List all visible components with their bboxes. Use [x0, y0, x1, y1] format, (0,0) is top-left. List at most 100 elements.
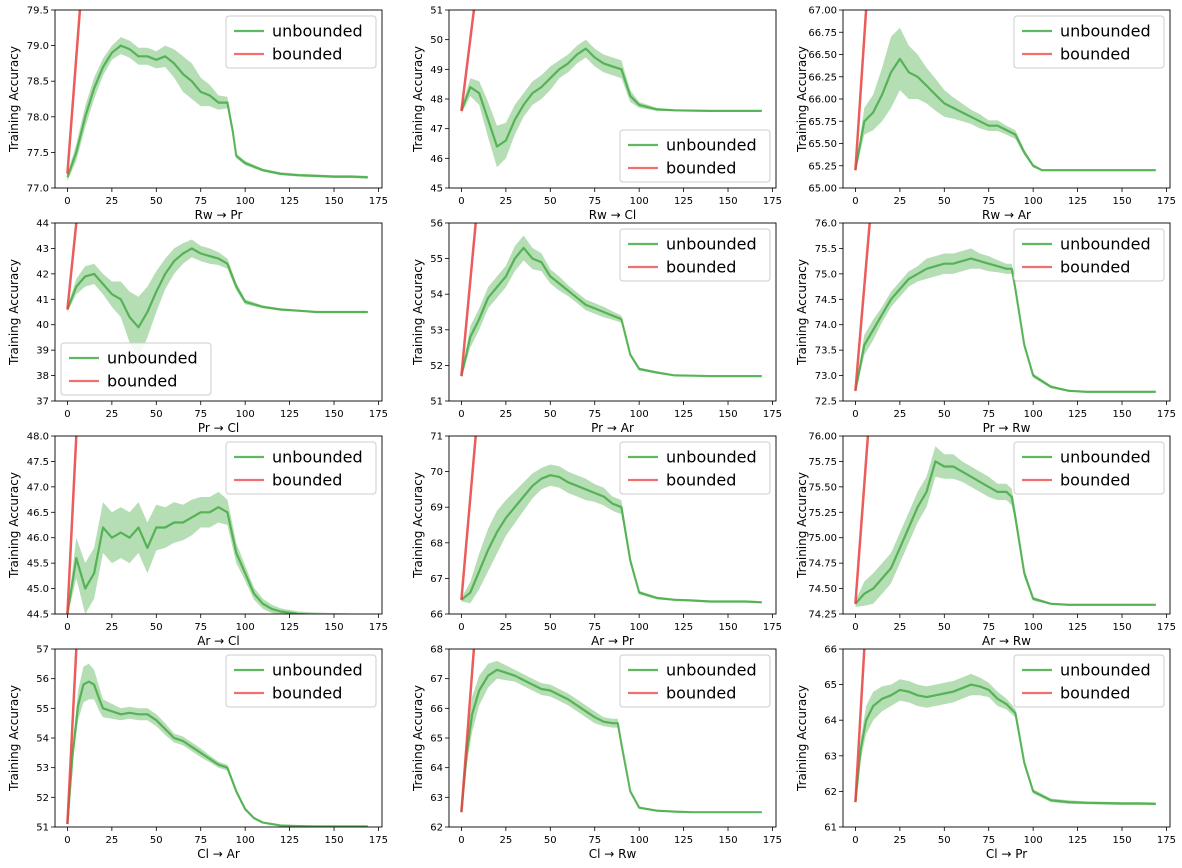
axes-frame [54, 9, 383, 189]
x-tick-label: 0 [852, 196, 858, 207]
unbounded-band [855, 673, 1156, 806]
y-tick-label: 44 [36, 219, 49, 230]
bounded-line [460, 10, 476, 112]
legend-label-bounded: bounded [1060, 258, 1130, 277]
legend-label-bounded: bounded [1060, 45, 1130, 64]
y-tick-label: 38 [36, 371, 49, 382]
x-tick-label: 150 [1112, 622, 1131, 633]
y-tick-label: 53 [36, 763, 49, 774]
x-tick-label: 25 [106, 196, 119, 207]
y-tick-label: 63 [824, 751, 837, 762]
x-tick-label: 125 [674, 622, 693, 633]
x-tick-label: 25 [106, 622, 119, 633]
y-tick-label: 44.5 [27, 610, 49, 621]
x-tick-label: 50 [544, 409, 557, 420]
x-tick-label: 0 [64, 409, 70, 420]
y-tick-label: 64 [824, 716, 837, 727]
y-tick-label: 52 [430, 361, 443, 372]
x-tick-label: 100 [630, 196, 649, 207]
y-tick-label: 67.00 [808, 6, 837, 17]
y-tick-label: 61 [824, 823, 837, 834]
y-tick-label: 66 [430, 610, 443, 621]
y-tick-label: 56 [36, 674, 49, 685]
y-tick-label: 64 [430, 763, 443, 774]
x-tick-label: 100 [1024, 835, 1043, 846]
y-axis-label: Training Accuracy [795, 259, 809, 366]
subplot-1: 0 25 50 75 100 125 150 175 77.0 77.5 78.0 78.5 79.0 7… [7, 6, 388, 223]
x-tick-label: 0 [458, 835, 464, 846]
y-tick-label: 55 [430, 254, 443, 265]
unbounded-line [66, 506, 320, 614]
y-tick-label: 78.0 [27, 112, 49, 123]
y-tick-label: 57 [36, 645, 49, 656]
plot-area [460, 436, 762, 604]
x-tick-label: 75 [982, 196, 995, 207]
y-tick-label: 79.0 [27, 41, 49, 52]
x-tick-label: 150 [324, 409, 343, 420]
y-axis-label: Training Accuracy [7, 46, 21, 153]
y-tick-label: 37 [36, 397, 49, 408]
y-tick-label: 66 [824, 645, 837, 656]
subplot-5: 0 25 50 75 100 125 150 175 51 52 53 54 55 56 Pr → Ar Tr… [411, 219, 782, 436]
y-tick-label: 46 [430, 154, 443, 165]
x-tick-label: 125 [674, 835, 693, 846]
y-tick-label: 45 [430, 184, 443, 195]
x-tick-label: 175 [1157, 622, 1176, 633]
x-tick-label: 150 [718, 196, 737, 207]
x-tick-label: 175 [1157, 409, 1176, 420]
x-tick-label: 0 [64, 622, 70, 633]
legend-label-unbounded: unbounded [272, 661, 363, 680]
bounded-line [460, 223, 477, 377]
x-tick-label: 75 [588, 409, 601, 420]
x-tick-label: 100 [1024, 622, 1043, 633]
subplot-10: 0 25 50 75 100 125 150 175 51 52 53 54 55 56 57 Cl → Ar… [7, 645, 388, 862]
x-tick-label: 100 [1024, 196, 1043, 207]
x-tick-label: 25 [894, 196, 907, 207]
y-tick-label: 45.5 [27, 559, 49, 570]
x-tick-label: 25 [500, 409, 513, 420]
legend-label-bounded: bounded [1060, 684, 1130, 703]
x-tick-label: 0 [852, 622, 858, 633]
y-tick-label: 50 [430, 35, 443, 46]
x-tick-label: 150 [718, 409, 737, 420]
axes-frame [842, 435, 1171, 615]
y-tick-label: 46.0 [27, 533, 49, 544]
x-tick-label: 100 [236, 409, 255, 420]
y-tick-label: 73.5 [815, 346, 837, 357]
x-tick-label: 50 [938, 835, 951, 846]
subplot-11: 0 25 50 75 100 125 150 175 62 63 64 65 66 67 68 Cl → Rw… [411, 645, 782, 862]
bounded-line [66, 436, 78, 614]
x-tick-label: 150 [324, 835, 343, 846]
y-axis-label: Training Accuracy [411, 472, 425, 579]
x-tick-label: 100 [630, 835, 649, 846]
x-tick-label: 125 [1068, 196, 1087, 207]
x-tick-label: 50 [150, 409, 163, 420]
x-tick-label: 50 [544, 835, 557, 846]
x-tick-label: 75 [982, 622, 995, 633]
x-tick-label: 50 [544, 196, 557, 207]
unbounded-band [67, 37, 368, 181]
x-tick-label: 175 [369, 196, 388, 207]
y-tick-label: 65.75 [808, 117, 837, 128]
y-tick-label: 67 [430, 674, 443, 685]
unbounded-band [461, 660, 762, 814]
y-tick-label: 39 [36, 346, 49, 357]
y-tick-label: 54 [430, 290, 443, 301]
legend-label-unbounded: unbounded [666, 136, 757, 155]
x-tick-label: 125 [280, 835, 299, 846]
legend-label-unbounded: unbounded [107, 349, 198, 368]
y-tick-label: 77.5 [27, 148, 49, 159]
y-tick-label: 74.25 [808, 610, 837, 621]
x-tick-label: 100 [236, 835, 255, 846]
x-tick-label: 25 [500, 835, 513, 846]
y-tick-label: 47.0 [27, 482, 49, 493]
x-tick-label: 150 [324, 622, 343, 633]
plot-area [460, 223, 762, 378]
x-tick-label: 175 [1157, 835, 1176, 846]
y-tick-label: 63 [430, 793, 443, 804]
y-axis-label: Training Accuracy [795, 685, 809, 792]
legend: unbounded bounded [619, 228, 771, 282]
y-tick-label: 48.0 [27, 432, 49, 443]
plot-area [66, 10, 368, 181]
x-tick-label: 100 [630, 622, 649, 633]
